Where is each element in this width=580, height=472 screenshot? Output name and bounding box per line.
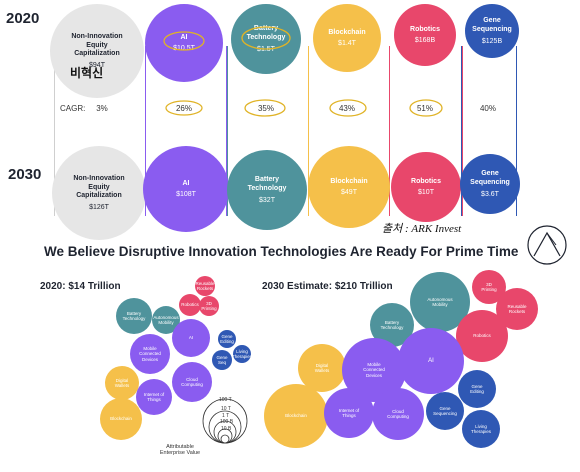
bubble-2020-title: 2020: $14 Trillion — [40, 281, 121, 292]
bubble-2020-battery: Battery Technology — [116, 298, 152, 334]
year-2020-label: 2020 — [6, 10, 40, 27]
circle-2020-robotics: Robotics $168B — [394, 4, 456, 66]
handwritten-korean-note: 비혁신 — [70, 66, 104, 80]
circle-2020-ai: AI $10.5T — [145, 4, 223, 82]
circle-2020-ai-value: $10.5T — [173, 45, 195, 53]
circle-2020-gene-value: $125B — [481, 37, 503, 45]
bubble-2020-digital-wallets: Digital Wallets — [105, 366, 139, 400]
bubble-2030-cloud: Cloud Computing — [372, 388, 424, 440]
cagr-robotics: 51% — [416, 104, 433, 113]
circle-2020-blockchain: Blockchain $1.4T — [313, 4, 381, 72]
bubble-2030-gene-sequencing: Gene Sequencing — [426, 392, 464, 430]
ark-logo-icon — [527, 225, 567, 265]
circle-2020-robotics-label: Robotics — [410, 25, 440, 33]
circle-2030-ai-label: AI — [182, 179, 190, 187]
bubble-2020-living-therapies: Living Therapies — [233, 345, 251, 363]
legend-value-100b: 100 B — [220, 419, 234, 425]
circle-2030-blockchain-value: $49T — [341, 189, 357, 197]
cagr-non-innovation: 3% — [96, 104, 108, 113]
headline: We Believe Disruptive Innovation Technol… — [44, 244, 519, 259]
bubble-2020-cloud: Cloud Computing — [172, 362, 212, 402]
circle-2030-ai: AI $108T — [143, 146, 229, 232]
cagr-gene: 40% — [479, 104, 496, 113]
bubble-2020-3d-printing: 3D Printing — [199, 296, 219, 316]
source-note: 출처 : ARK Invest — [382, 223, 462, 235]
circle-2020-blockchain-label: Blockchain — [328, 28, 366, 36]
bubble-2020-robotics: Robotics — [179, 294, 201, 316]
bubble-2020-mobile: Mobile Connected Devices — [130, 334, 170, 374]
circle-2020-ai-label: AI — [180, 33, 188, 41]
bubble-2030-ai: AI — [398, 328, 464, 394]
circle-2020-non-innovation-value: $94T — [89, 62, 105, 70]
scribble-circle-robotics — [409, 99, 443, 117]
circle-2030-battery-label: Battery Technology — [247, 176, 287, 192]
bubble-2020-reusable-rockets: Reusable Rockets — [195, 276, 215, 296]
bubble-2020-autonomous: Autonomous Mobility — [152, 306, 180, 334]
size-legend — [202, 398, 248, 444]
circle-2030-battery: Battery Technology $32T — [227, 150, 307, 230]
handwriting-scribbles — [163, 26, 443, 117]
scribble-circle-battery — [244, 99, 286, 117]
bubble-2030-digital-wallets: Digital Wallets — [298, 344, 346, 392]
bubble-2020-blockchain: Blockchain — [100, 398, 142, 440]
bubble-2020-iot: Internet of Things — [136, 379, 172, 415]
circle-2030-gene-value: $3.6T — [481, 190, 499, 198]
cagr-blockchain: 43% — [338, 104, 355, 113]
circle-2020-gene: Gene Sequencing $125B — [465, 4, 519, 58]
scribble-circle-ai — [165, 100, 203, 116]
bubble-2020-gene-seq: Gene Seq — [212, 350, 232, 370]
bubble-2030-iot: Internet of Things — [324, 388, 374, 438]
pill-outline-robotics — [389, 46, 463, 216]
circle-2030-ai-value: $108T — [176, 191, 196, 199]
circle-2020-gene-label: Gene Sequencing — [472, 17, 512, 33]
circle-2030-robotics-label: Robotics — [411, 177, 441, 185]
legend-ring-10b — [220, 434, 230, 444]
scribble-circle-blockchain — [329, 99, 367, 117]
legend-caption: Attributable Enterprise Value — [159, 444, 201, 456]
scribble-circle-ai-2020 — [163, 31, 205, 51]
bubble-2030-robotics: Robotics — [456, 310, 508, 362]
circle-2030-blockchain: Blockchain $49T — [308, 146, 390, 228]
bubble-2020-ai: AI — [172, 319, 210, 357]
circle-2030-gene: Gene Sequencing $3.6T — [460, 154, 520, 214]
circle-2020-blockchain-value: $1.4T — [338, 40, 356, 48]
bubble-2020-gene-editing: Gene Editing — [218, 330, 236, 348]
cagr-label: CAGR: — [60, 104, 86, 113]
bubble-2030-living-therapies: Living Therapies — [462, 410, 500, 448]
circle-2030-robotics: Robotics $10T — [391, 152, 461, 222]
pill-outline-ai — [145, 46, 227, 216]
circle-2020-non-innovation: Non-Innovation Equity Capitalization $94… — [50, 4, 144, 98]
circle-2030-non-innovation-label: Non-Innovation Equity Capitalization — [73, 174, 125, 200]
bubble-2030-gene-editing: Gene Editing — [458, 370, 496, 408]
circle-2020-robotics-value: $168B — [414, 37, 436, 45]
circle-2030-battery-value: $32T — [259, 196, 275, 204]
circle-2020-non-innovation-label: Non-Innovation Equity Capitalization — [71, 32, 123, 58]
legend-value-10t: 10 T — [221, 406, 231, 412]
circle-2030-gene-label: Gene Sequencing — [470, 170, 510, 186]
legend-value-1t: 1 T — [222, 413, 230, 419]
circle-2030-robotics-value: $10T — [418, 189, 434, 197]
bubble-2030-blockchain: Blockchain — [264, 384, 328, 448]
circle-2030-non-innovation: Non-Innovation Equity Capitalization $12… — [52, 146, 146, 240]
circle-2020-battery-label: Battery Technology — [246, 25, 286, 41]
legend-value-100t: 100 T — [219, 397, 232, 403]
scribble-circle-battery-2020 — [241, 26, 291, 50]
circle-2030-non-innovation-value: $126T — [89, 204, 109, 212]
cagr-battery: 35% — [257, 104, 274, 113]
legend-value-10b: 10 B — [221, 426, 232, 432]
circle-2030-blockchain-label: Blockchain — [330, 177, 368, 185]
pill-outline-gene — [461, 46, 517, 216]
bubble-2030-title: 2030 Estimate: $210 Trillion — [262, 281, 393, 292]
cagr-ai: 26% — [175, 104, 192, 113]
year-2030-label: 2030 — [8, 166, 42, 183]
